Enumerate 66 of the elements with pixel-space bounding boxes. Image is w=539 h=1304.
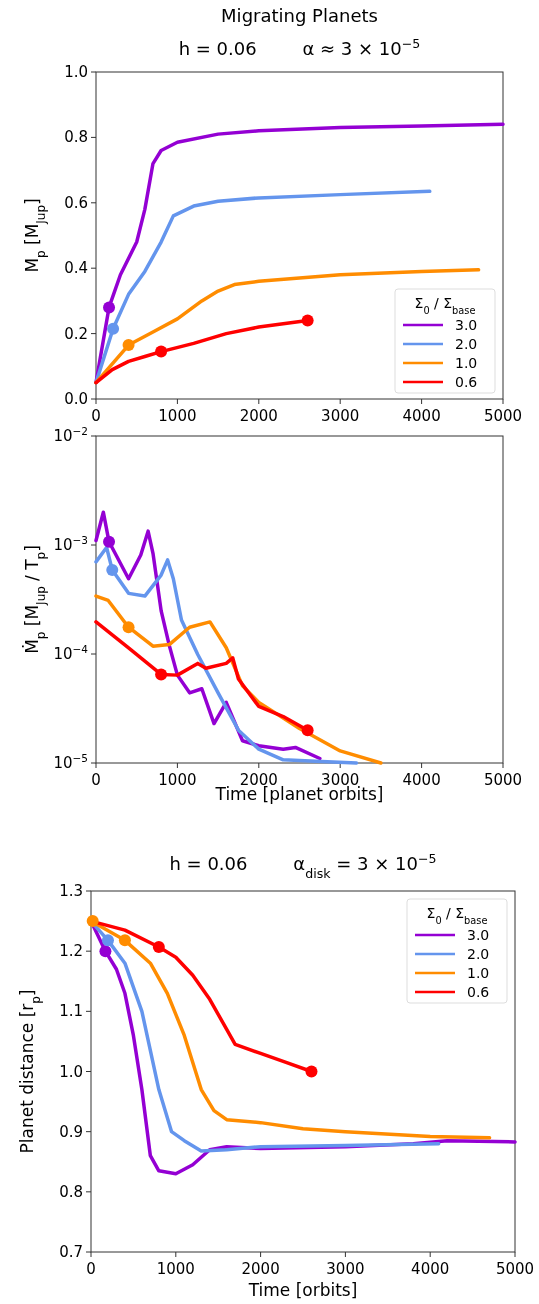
y-tick-label: 0.8 <box>64 128 88 147</box>
y-tick-label: 0.7 <box>59 1243 83 1261</box>
x-tick-label: 2000 <box>241 1260 280 1278</box>
legend-title: Σ$_{0}$ / Σ$_{base}$ <box>426 905 488 926</box>
x-tick-label: 0 <box>91 771 101 789</box>
x-tick-label: 5000 <box>483 771 523 789</box>
point <box>122 339 135 352</box>
point <box>86 915 99 928</box>
point <box>155 668 168 681</box>
y-tick-label: 0.0 <box>64 390 88 408</box>
legend-label: 1.0 <box>455 355 478 371</box>
y-tick-label: 0.4 <box>64 259 88 278</box>
point <box>118 934 131 947</box>
legend-label: 1.0 <box>467 965 490 981</box>
point <box>103 301 116 314</box>
x-tick-label: 0 <box>86 1260 96 1278</box>
legend-label: 0.6 <box>455 374 478 390</box>
legend-label: 3.0 <box>455 317 478 333</box>
x-tick-label: 0 <box>91 407 101 425</box>
x-axis-title: Time [orbits] <box>247 1280 358 1300</box>
x-tick-label: 5000 <box>495 1260 535 1278</box>
x-tick-label: 4000 <box>402 771 441 789</box>
legend-label: 2.0 <box>467 946 490 962</box>
x-tick-label: 4000 <box>402 407 441 425</box>
point <box>301 724 314 737</box>
x-tick-label: 3000 <box>326 1260 365 1278</box>
x-tick-label: 4000 <box>411 1260 450 1278</box>
legend-label: 0.6 <box>467 984 490 1000</box>
y-tick-label: 10$^{−3}$ <box>53 534 88 554</box>
chart-subtitle: h = 0.06 α ≈ 3 × 10$^{−5}$ <box>178 35 421 59</box>
x-tick-label: 2000 <box>239 407 278 425</box>
legend-title: Σ$_{0}$ / Σ$_{base}$ <box>414 295 476 316</box>
y-tick-label: 0.2 <box>64 324 88 343</box>
x-tick-label: 1000 <box>156 1260 195 1278</box>
x-axis-title: Time [planet orbits] <box>214 784 384 804</box>
line-series <box>94 510 322 761</box>
legend-label: 3.0 <box>467 927 490 943</box>
y-tick-label: 1.0 <box>64 63 88 81</box>
point <box>99 945 112 958</box>
line-series <box>94 122 505 385</box>
point <box>305 1065 318 1078</box>
y-tick-label: 10$^{−4}$ <box>53 643 89 663</box>
chart-title: Migrating Planets <box>221 5 378 26</box>
y-tick-label: 1.2 <box>59 942 83 961</box>
y-tick-label: 10$^{−5}$ <box>53 752 88 772</box>
y-tick-label: 0.8 <box>59 1182 83 1201</box>
x-tick-label: 5000 <box>483 407 523 425</box>
chart-title: h = 0.06 α$_{disk}$ = 3 × 10$^{−5}$ <box>169 850 437 881</box>
point <box>152 940 165 953</box>
point <box>107 322 120 335</box>
y-tick-label: 10$^{−2}$ <box>53 425 88 445</box>
point <box>101 934 114 947</box>
y-tick-label: 1.3 <box>59 882 83 900</box>
y-tick-label: 0.6 <box>64 193 88 212</box>
x-tick-label: 1000 <box>158 771 197 789</box>
point <box>301 314 314 327</box>
x-tick-label: 3000 <box>321 407 360 425</box>
y-tick-label: 0.9 <box>59 1122 83 1141</box>
point <box>122 621 135 634</box>
point <box>103 535 116 548</box>
y-tick-label: 1.1 <box>59 1002 83 1021</box>
x-tick-label: 1000 <box>158 407 197 425</box>
y-tick-label: 1.0 <box>59 1062 83 1081</box>
point <box>106 563 119 576</box>
point <box>155 345 168 358</box>
legend-label: 2.0 <box>455 336 478 352</box>
